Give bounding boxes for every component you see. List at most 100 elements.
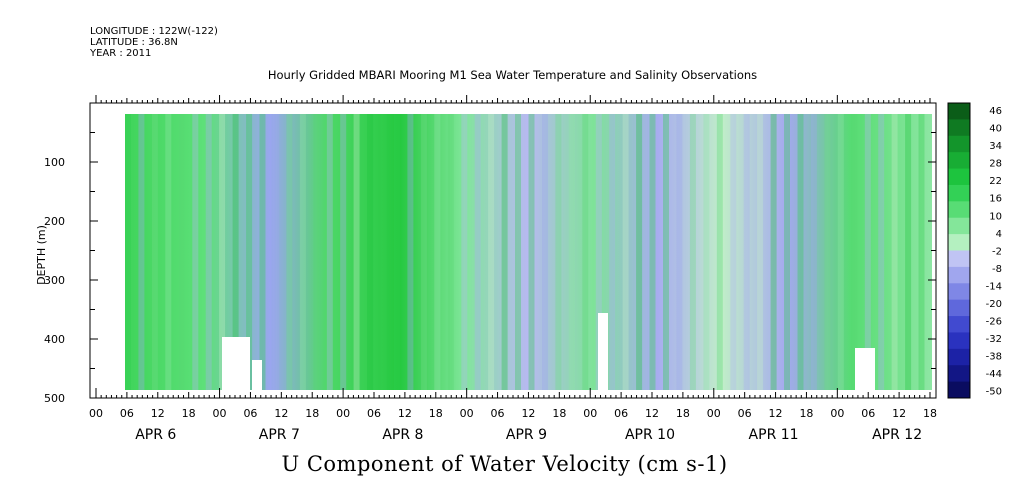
x-hour-label: 06 bbox=[861, 407, 875, 420]
field-band bbox=[488, 114, 495, 390]
field-band bbox=[824, 114, 831, 390]
y-tick-label: 300 bbox=[44, 274, 65, 287]
x-day-label: APR 10 bbox=[625, 427, 675, 443]
field-band bbox=[730, 114, 737, 390]
colorbar-swatch bbox=[948, 283, 970, 301]
colorbar-swatch bbox=[948, 103, 970, 120]
missing-data-patch bbox=[598, 313, 608, 390]
velocity-field bbox=[125, 114, 932, 390]
colorbar-label: -44 bbox=[986, 369, 1002, 380]
x-axis: 00 06 12 18 00 06 12 18 00 06 12 18 00 06 12 18 00 06 12 18… bbox=[89, 95, 937, 443]
x-hour-label: 12 bbox=[769, 407, 783, 420]
chart-title: Hourly Gridded MBARI Mooring M1 Sea Wate… bbox=[267, 68, 758, 82]
colorbar-swatch bbox=[948, 168, 970, 186]
x-hour-label: 06 bbox=[738, 407, 752, 420]
colorbar-border bbox=[947, 102, 971, 399]
x-hour-label: 00 bbox=[213, 407, 227, 420]
x-hour-label: 06 bbox=[614, 407, 628, 420]
field-band bbox=[501, 114, 508, 390]
field-band bbox=[582, 114, 589, 390]
colorbar-label: 10 bbox=[989, 211, 1002, 222]
x-hour-label: 12 bbox=[151, 407, 165, 420]
x-hour-label: 12 bbox=[398, 407, 412, 420]
colorbar-label: 4 bbox=[996, 229, 1002, 240]
field-band bbox=[461, 114, 468, 390]
field-band bbox=[272, 114, 279, 390]
y-axis: 100 200 300 400 500 bbox=[44, 132, 936, 405]
x-hour-label: 06 bbox=[367, 407, 381, 420]
field-band bbox=[542, 114, 548, 390]
field-band bbox=[125, 114, 131, 390]
field-band bbox=[636, 114, 643, 390]
y-tick-label: 100 bbox=[44, 156, 65, 169]
x-hour-label: 12 bbox=[274, 407, 288, 420]
field-band bbox=[918, 114, 925, 390]
field-band bbox=[851, 114, 858, 390]
year-label: YEAR : 2011 bbox=[90, 48, 152, 59]
field-band bbox=[905, 114, 912, 390]
field-band bbox=[286, 114, 293, 390]
colorbar-swatch bbox=[948, 119, 970, 137]
missing-data-patch bbox=[855, 348, 875, 390]
colorbar-label: -20 bbox=[986, 299, 1002, 310]
colorbar-swatch bbox=[948, 217, 970, 235]
field-band bbox=[394, 114, 400, 390]
field-band bbox=[743, 114, 750, 390]
x-hour-label: 00 bbox=[583, 407, 597, 420]
missing-data-patch bbox=[252, 360, 262, 390]
field-band bbox=[407, 114, 414, 390]
y-tick-label: 400 bbox=[44, 333, 65, 346]
x-hour-label: 12 bbox=[892, 407, 906, 420]
colorbar-swatch bbox=[948, 266, 970, 284]
latitude-label: LATITUDE : 36.8N bbox=[90, 37, 178, 48]
colorbar-label: -26 bbox=[986, 317, 1002, 328]
field-band bbox=[219, 114, 226, 390]
colorbar-label: -8 bbox=[992, 264, 1002, 275]
field-band bbox=[299, 114, 306, 390]
field-band bbox=[784, 114, 790, 390]
colorbar-label: 46 bbox=[989, 106, 1002, 117]
colorbar-swatch bbox=[948, 152, 970, 170]
field-band bbox=[568, 114, 575, 390]
field-band bbox=[380, 114, 387, 390]
field-band bbox=[891, 114, 898, 390]
field-band bbox=[165, 114, 172, 390]
field-band bbox=[609, 114, 616, 390]
colorbar-label: 34 bbox=[989, 141, 1002, 152]
x-hour-label: 00 bbox=[707, 407, 721, 420]
x-hour-label: 00 bbox=[89, 407, 103, 420]
x-hour-label: 06 bbox=[491, 407, 505, 420]
longitude-label: LONGITUDE : 122W(-122) bbox=[90, 26, 218, 37]
colorbar-swatch bbox=[948, 234, 970, 251]
field-band bbox=[595, 114, 602, 390]
field-band bbox=[474, 114, 481, 390]
x-hour-label: 18 bbox=[923, 407, 937, 420]
field-band bbox=[353, 114, 360, 390]
field-band bbox=[770, 114, 777, 390]
field-band bbox=[878, 114, 885, 390]
colorbar-swatch bbox=[948, 365, 970, 383]
field-band bbox=[246, 114, 253, 390]
field-band bbox=[447, 114, 454, 390]
field-band bbox=[367, 114, 374, 390]
colorbar-swatch bbox=[948, 250, 970, 268]
field-band bbox=[326, 114, 333, 390]
field-band bbox=[232, 114, 239, 390]
field-band bbox=[689, 114, 696, 390]
field-band bbox=[434, 114, 441, 390]
colorbar-swatch bbox=[948, 135, 970, 153]
colorbar-swatch bbox=[948, 316, 970, 333]
x-day-label: APR 9 bbox=[506, 427, 547, 443]
colorbar-label: 40 bbox=[989, 124, 1002, 135]
field-band bbox=[649, 114, 656, 390]
colorbar-label: 28 bbox=[989, 159, 1002, 170]
x-day-label: APR 7 bbox=[259, 427, 300, 443]
x-day-label: APR 12 bbox=[872, 427, 922, 443]
x-axis-label: U Component of Water Velocity (cm s-1) bbox=[281, 452, 728, 476]
colorbar-label: 16 bbox=[989, 194, 1002, 205]
field-band bbox=[178, 114, 185, 390]
field-band bbox=[797, 114, 804, 390]
field-band bbox=[810, 114, 817, 390]
x-hour-label: 18 bbox=[429, 407, 443, 420]
colorbar-swatch bbox=[948, 332, 970, 350]
